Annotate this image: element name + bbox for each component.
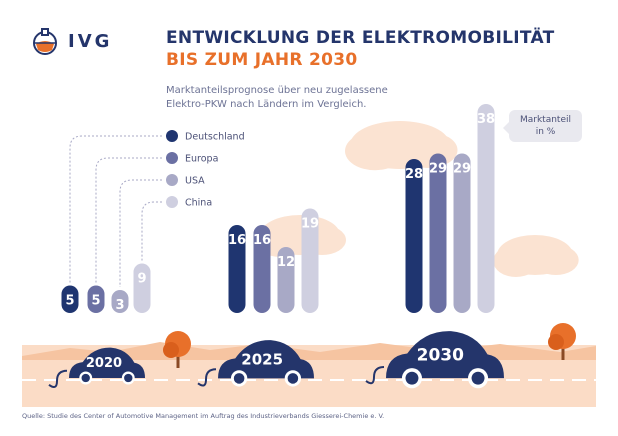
year-label: 2025: [241, 350, 283, 368]
plug-icon: [197, 368, 217, 387]
unit-annotation-line1: Marktanteil: [519, 115, 571, 125]
bar: [429, 153, 447, 313]
electric-car-icon: 2030: [365, 331, 504, 389]
cloud-icon: [345, 121, 458, 171]
legend-connector: [141, 201, 162, 261]
data-label: 5: [91, 294, 100, 309]
tree-icon: [163, 331, 191, 368]
legend-label: Europa: [185, 154, 218, 165]
electric-car-icon: 2020: [48, 347, 145, 389]
bar-europa-2030: 29: [429, 153, 447, 313]
legend-swatch: [166, 130, 178, 142]
unit-annotation-line2: in %: [535, 127, 556, 137]
plug-icon: [365, 365, 385, 385]
legend-swatch: [166, 196, 178, 208]
flask-icon: [33, 28, 57, 55]
legend-label: Deutschland: [185, 132, 245, 143]
bar: [61, 285, 79, 313]
bar-deutschland-2020: 5: [61, 285, 79, 313]
bar: [405, 159, 423, 313]
page-subtitle: Marktanteilsprognose über neu zugelassen…: [166, 85, 388, 110]
brand-name: IVG: [68, 30, 113, 52]
bar-europa-2020: 5: [87, 285, 105, 313]
legend-swatch: [166, 152, 178, 164]
page-title-highlight: BIS ZUM JAHR 2030: [166, 50, 358, 70]
legend-item-europa: Europa: [166, 152, 218, 165]
legend-connector: [69, 135, 162, 283]
brand-logo: IVG: [30, 26, 112, 56]
plug-icon: [48, 369, 68, 389]
data-label: 29: [453, 162, 471, 177]
bar: [301, 208, 319, 313]
bar-china-2025: 19: [301, 208, 319, 313]
bar-usa-2020: 3: [111, 290, 129, 313]
bar: [453, 153, 471, 313]
data-label: 19: [301, 217, 319, 232]
data-label: 29: [429, 162, 447, 177]
bar: [87, 285, 105, 313]
bar-china-2030: 38: [477, 104, 495, 313]
legend-label: China: [185, 198, 212, 209]
legend-connector: [95, 157, 162, 283]
bar: [253, 225, 271, 313]
data-label: 5: [65, 294, 74, 309]
legend-item-china: China: [166, 196, 212, 209]
legend-item-deutschland: Deutschland: [166, 130, 245, 143]
data-label: 38: [477, 112, 495, 127]
data-label: 16: [228, 233, 246, 248]
legend-label: USA: [185, 176, 205, 187]
data-label: 12: [277, 255, 295, 270]
bar: [133, 263, 151, 313]
bar-china-2020: 9: [133, 263, 151, 313]
bar-usa-2030: 29: [453, 153, 471, 313]
bar-deutschland-2025: 16: [228, 225, 246, 313]
tree-icon: [548, 323, 576, 360]
year-label: 2020: [86, 356, 122, 371]
unit-annotation: Marktanteil in %: [503, 110, 582, 142]
legend-connector: [119, 179, 162, 287]
cloud-icon: [493, 235, 579, 277]
bar-usa-2025: 12: [277, 247, 295, 313]
data-label: 28: [405, 167, 423, 182]
bar: [228, 225, 246, 313]
bar: [277, 247, 295, 313]
data-label: 16: [253, 233, 271, 248]
bar-europa-2025: 16: [253, 225, 271, 313]
bar: [477, 104, 495, 313]
data-label: 9: [137, 272, 146, 287]
legend-swatch: [166, 174, 178, 186]
data-label: 3: [115, 298, 124, 313]
legend-item-usa: USA: [166, 174, 205, 187]
source-note: Quelle: Studie des Center of Automotive …: [22, 412, 385, 420]
bar: [111, 290, 129, 313]
year-label: 2030: [417, 346, 464, 366]
bar-deutschland-2030: 28: [405, 159, 423, 313]
page-title: ENTWICKLUNG DER ELEKTROMOBILITÄT: [166, 28, 555, 48]
electric-car-icon: 2025: [197, 340, 314, 387]
